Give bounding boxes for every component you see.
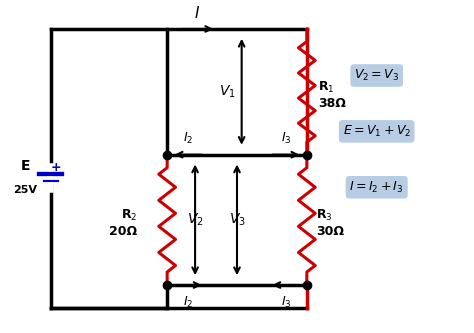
Text: E: E xyxy=(20,159,30,173)
Text: 20Ω: 20Ω xyxy=(109,225,137,238)
Text: $E = V_1 + V_2$: $E = V_1 + V_2$ xyxy=(343,124,411,139)
Text: $V_3$: $V_3$ xyxy=(228,212,246,228)
Text: $V_2 = V_3$: $V_2 = V_3$ xyxy=(354,68,399,83)
Text: $I_3$: $I_3$ xyxy=(281,295,291,310)
Text: 38Ω: 38Ω xyxy=(319,97,346,110)
Text: R$_3$: R$_3$ xyxy=(316,208,333,223)
Text: R$_1$: R$_1$ xyxy=(319,80,335,95)
Text: 30Ω: 30Ω xyxy=(316,225,344,238)
Text: $I_2$: $I_2$ xyxy=(183,295,193,310)
Text: $I$: $I$ xyxy=(194,5,201,21)
Text: +: + xyxy=(51,161,62,174)
Text: 25V: 25V xyxy=(13,184,37,194)
Text: $I_3$: $I_3$ xyxy=(281,131,291,146)
Text: R$_2$: R$_2$ xyxy=(120,208,137,223)
Text: $V_1$: $V_1$ xyxy=(219,84,236,100)
Text: $I_2$: $I_2$ xyxy=(183,131,193,146)
Text: $I = I_2 + I_3$: $I = I_2 + I_3$ xyxy=(349,180,404,195)
Text: $V_2$: $V_2$ xyxy=(187,212,203,228)
